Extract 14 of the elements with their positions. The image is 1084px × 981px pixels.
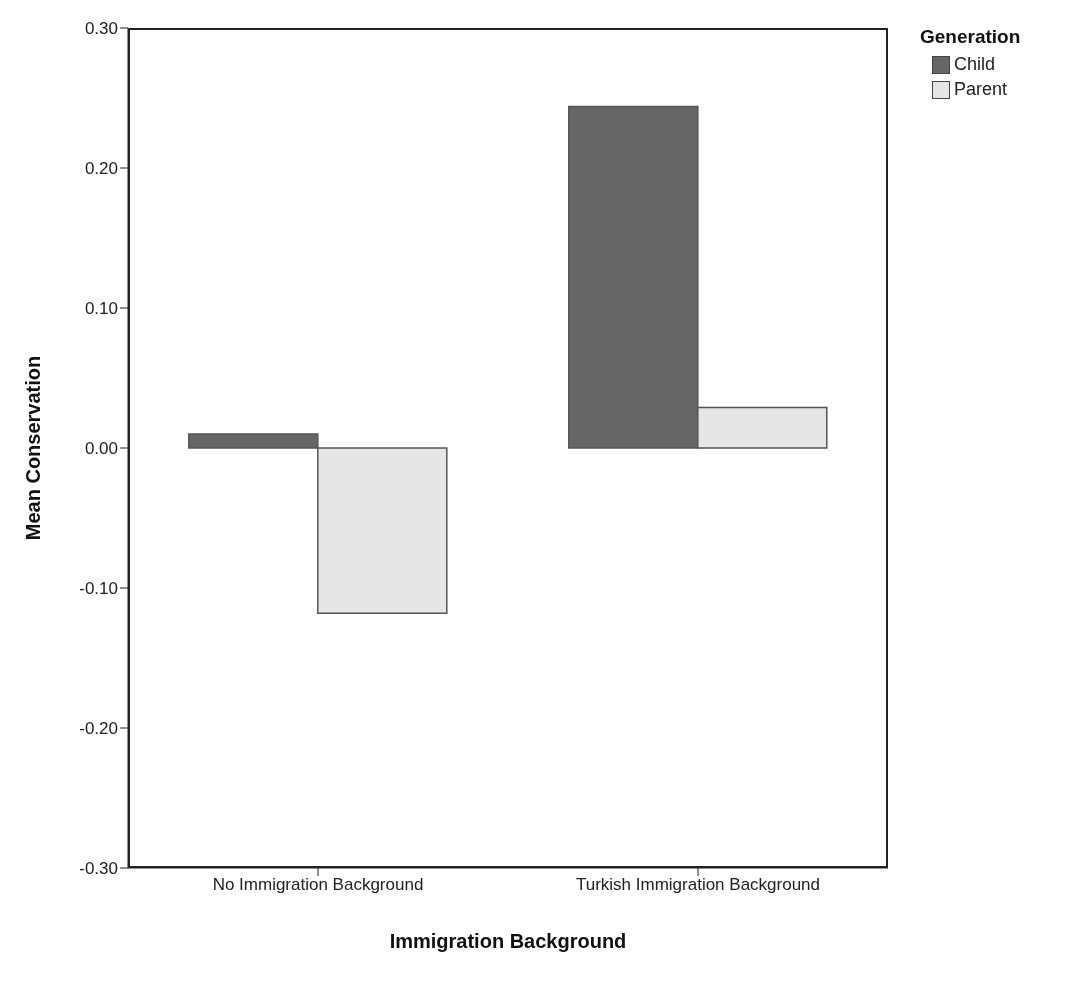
legend-label: Child <box>954 54 996 75</box>
y-tick-label: 0.00 <box>84 439 118 459</box>
y-tick-label: -0.10 <box>79 579 118 599</box>
x-axis-title: Immigration Background <box>389 930 627 952</box>
y-tick-label: -0.30 <box>79 859 118 879</box>
y-tick-label: 0.10 <box>84 299 118 319</box>
x-tick-label: No Immigration Background <box>212 875 424 895</box>
x-tick-label: Turkish Immigration Background <box>575 875 821 895</box>
y-tick-label: 0.20 <box>84 159 118 179</box>
y-tick-label: -0.20 <box>79 719 118 739</box>
y-tick-label: 0.30 <box>84 19 118 39</box>
legend-label: Parent <box>954 79 1008 100</box>
y-axis-title: Mean Conservation <box>22 355 45 541</box>
legend-title: Generation <box>920 26 1021 48</box>
